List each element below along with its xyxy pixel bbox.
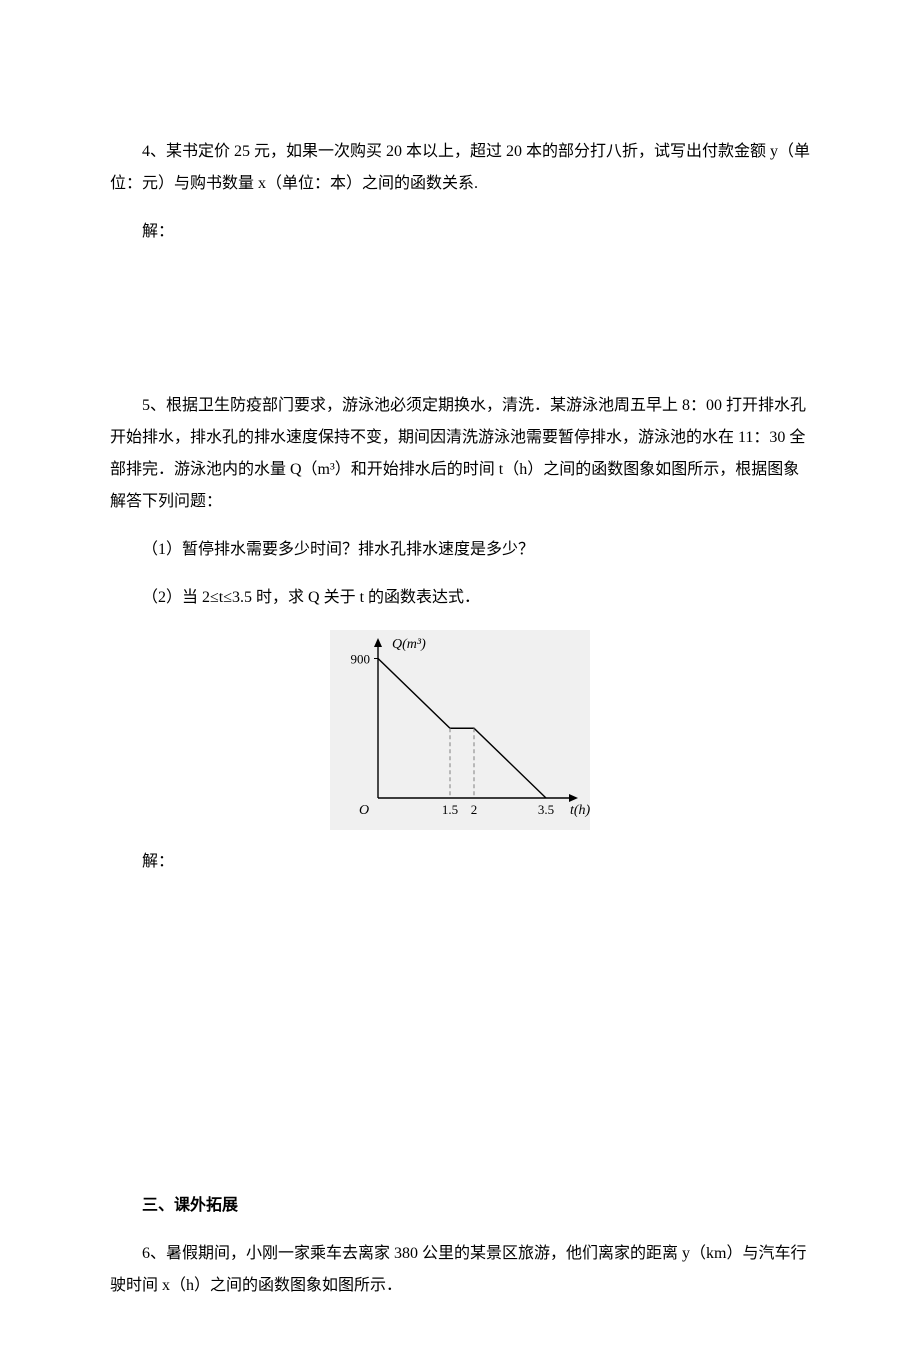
x-tick-label-1: 2	[471, 802, 478, 817]
section-3-heading: 三、课外拓展	[110, 1190, 810, 1222]
x-tick-label-2: 3.5	[538, 802, 554, 817]
question-6: 6、暑假期间，小刚一家乘车去离家 380 公里的某景区旅游，他们离家的距离 y（…	[110, 1238, 810, 1302]
question-5-a: （1）暂停排水需要多少时间？排水孔排水速度是多少？	[110, 534, 810, 566]
question-4: 4、某书定价 25 元，如果一次购买 20 本以上，超过 20 本的部分打八折，…	[110, 136, 810, 200]
x-axis-label: t(h)	[570, 803, 590, 818]
x-tick-label-0: 1.5	[442, 802, 458, 817]
q4-solution-label: 解：	[110, 216, 810, 248]
answer-space-q4	[110, 264, 810, 374]
q5-chart: 900 1.5 2 3.5 O Q(m³) t(h)	[330, 630, 590, 830]
q5-solution-label: 解：	[110, 846, 810, 878]
q5-chart-wrap: 900 1.5 2 3.5 O Q(m³) t(h)	[110, 630, 810, 830]
origin-label: O	[359, 803, 369, 818]
question-5-b: （2）当 2≤t≤3.5 时，求 Q 关于 t 的函数表达式．	[110, 582, 810, 614]
y-tick-label: 900	[351, 652, 371, 667]
y-axis-label: Q(m³)	[392, 637, 426, 652]
answer-space-q5	[110, 894, 810, 1174]
question-5-p1: 5、根据卫生防疫部门要求，游泳池必须定期换水，清洗．某游泳池周五早上 8：00 …	[110, 390, 810, 518]
